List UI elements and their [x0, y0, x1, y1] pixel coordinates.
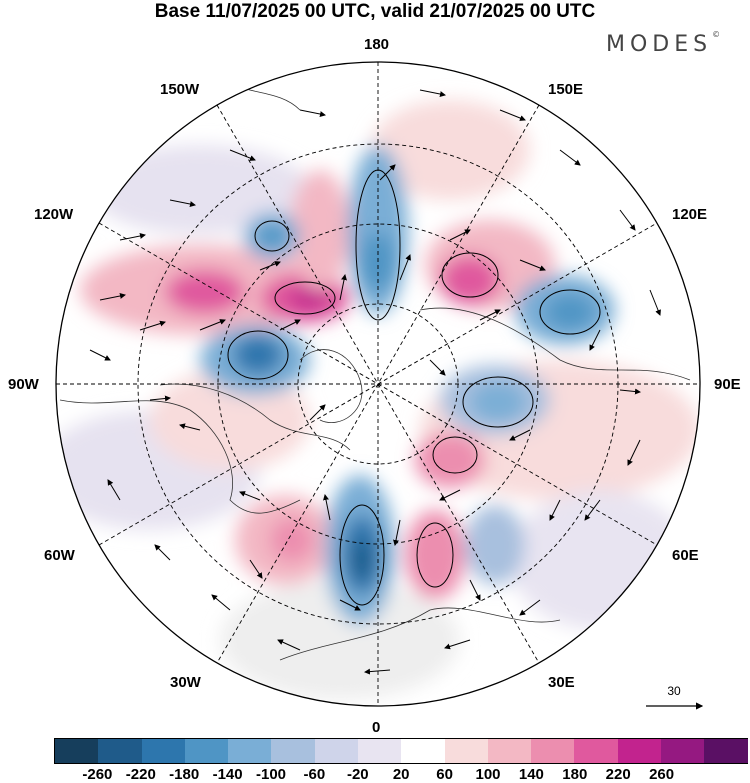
colorbar-swatch: [271, 739, 315, 763]
colorbar-tick-label: 140: [518, 766, 544, 783]
colorbar-tick-label: 20: [392, 766, 410, 783]
colorbar-swatch: [314, 739, 358, 763]
wind-vectors: [89, 89, 661, 675]
colorbar-tick-label: 180: [562, 766, 588, 783]
colorbar-swatch: [487, 739, 532, 763]
colorbar-swatch: [98, 739, 142, 763]
colorbar-tick-label: -20: [346, 766, 369, 783]
colorbar-tick-label: -220: [125, 766, 156, 783]
vector-scale-label: 30: [667, 684, 681, 698]
lon-label-150w: 150W: [160, 81, 200, 98]
lon-label-60w: 60W: [44, 547, 75, 564]
contours: [227, 169, 601, 606]
lon-label-90w: 90W: [8, 376, 39, 393]
colorbar-swatch: [617, 739, 661, 763]
lon-label-120e: 120E: [672, 206, 708, 223]
colorbar-swatch: [704, 739, 748, 763]
graticule: [56, 62, 700, 706]
colorbar-tick-label: -140: [212, 766, 243, 783]
lon-label-180: 180: [364, 36, 390, 53]
lon-label-30e: 30E: [548, 674, 575, 691]
colorbar-tick-label: -100: [255, 766, 287, 783]
colorbar: [54, 738, 749, 764]
coastlines: [59, 79, 691, 661]
colorbar-tick-label: 100: [475, 766, 501, 783]
lon-label-60e: 60E: [672, 547, 699, 564]
colorbar-tick-label: -180: [169, 766, 200, 783]
colorbar-swatch: [357, 739, 402, 763]
lon-label-30w: 30W: [170, 674, 201, 691]
colorbar-swatch: [141, 739, 185, 763]
colorbar-swatch: [228, 739, 272, 763]
colorbar-swatch: [401, 739, 445, 763]
anomaly-field: [56, 100, 700, 700]
map-title: Base 11/07/2025 00 UTC, valid 21/07/2025…: [154, 1, 596, 22]
colorbar-swatch: [531, 739, 575, 763]
lon-label-90e: 90E: [714, 376, 741, 393]
colorbar-swatch: [55, 739, 99, 763]
colorbar-tick-label: -60: [303, 766, 326, 783]
colorbar-tick-label: 220: [605, 766, 631, 783]
lon-label-0: 0: [372, 719, 381, 736]
colorbar-tick-label: 60: [436, 766, 453, 783]
map-boundary: [55, 61, 701, 707]
colorbar-swatch: [444, 739, 488, 763]
colorbar-swatch: [574, 739, 618, 763]
lon-label-120w: 120W: [34, 206, 74, 223]
colorbar-swatch: [184, 739, 229, 763]
lon-label-150e: 150E: [548, 81, 584, 98]
colorbar-tick-label: 260: [649, 766, 675, 783]
colorbar-tick-label: -260: [82, 766, 113, 783]
modes-logo: MODES©: [606, 29, 721, 57]
colorbar-swatch: [660, 739, 705, 763]
